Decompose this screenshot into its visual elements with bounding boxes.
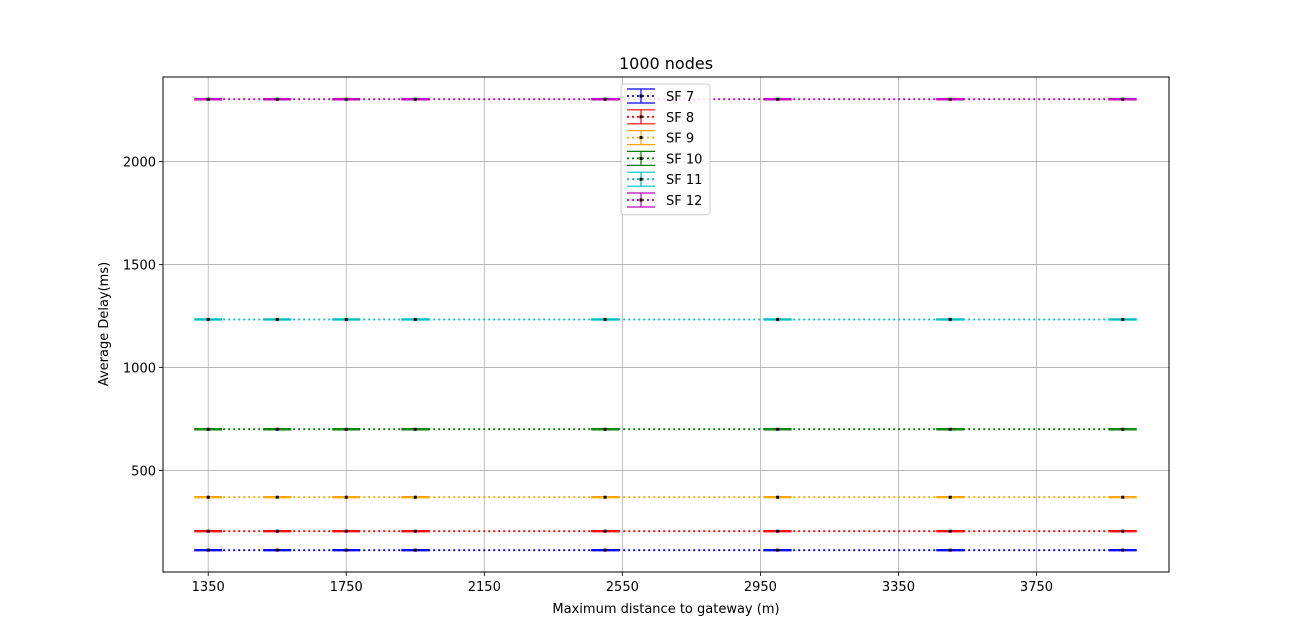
data-point [948,529,952,533]
data-point [413,317,417,321]
legend-label: SF 10 [666,152,702,167]
data-point [948,495,952,499]
data-point [206,495,210,499]
y-axis-label: Average Delay(ms) [97,262,112,386]
data-point [1121,495,1125,499]
data-point [1121,97,1125,101]
data-point [776,495,780,499]
data-point [603,427,607,431]
legend-label: SF 8 [666,111,694,126]
data-point [1121,529,1125,533]
data-point [776,427,780,431]
y-tick-label: 1500 [123,258,156,273]
data-point [413,427,417,431]
data-point [275,495,279,499]
data-point [206,97,210,101]
y-tick-label: 1000 [123,361,156,376]
data-point [275,317,279,321]
x-tick-label: 1350 [192,580,225,595]
data-point [344,495,348,499]
x-tick-label: 3750 [1020,580,1053,595]
data-point [776,317,780,321]
legend-entry: SF 8 [627,109,694,126]
data-point [206,548,210,552]
x-tick-label: 2150 [468,580,501,595]
data-point [206,317,210,321]
data-point [344,548,348,552]
series-sf-9 [194,495,1137,499]
legend-entry: SF 10 [627,150,702,167]
data-point [275,529,279,533]
ticks: 1350 1750 2150 2550 2950 3350 3750 500 1000 1500 2… [123,155,1053,595]
data-point [603,317,607,321]
data-point [948,317,952,321]
data-point [275,97,279,101]
data-point [413,529,417,533]
data-point [776,529,780,533]
plot-frame [162,76,1170,573]
data-point [603,97,607,101]
legend-entry: SF 12 [627,192,702,209]
legend-marker [639,94,643,98]
data-point [344,317,348,321]
y-tick-label: 2000 [123,155,156,170]
data-point [948,548,952,552]
legend-marker [639,136,643,140]
data-point [344,427,348,431]
x-tick-label: 3350 [882,580,915,595]
chart-title: 1000 nodes [619,54,713,73]
data-point [776,97,780,101]
legend: SF 7 SF 8 SF 9 SF 10 SF 11 SF 12 [620,83,711,216]
data-point [948,427,952,431]
series-sf-12 [194,97,1137,101]
data-point [603,548,607,552]
legend-entry: SF 11 [627,171,702,188]
series-group [194,97,1137,552]
series-sf-11 [194,317,1137,321]
data-point [275,427,279,431]
data-point [603,495,607,499]
data-point [1121,317,1125,321]
data-point [413,495,417,499]
legend-label: SF 12 [666,194,702,209]
x-tick-label: 2550 [606,580,639,595]
data-point [413,97,417,101]
legend-marker [639,198,643,202]
data-point [1121,427,1125,431]
legend-marker [639,177,643,181]
data-point [344,97,348,101]
legend-label: SF 11 [666,173,702,188]
series-sf-7 [194,548,1137,552]
data-point [344,529,348,533]
x-tick-label: 2950 [744,580,777,595]
x-tick-label: 1750 [330,580,363,595]
x-axis-label: Maximum distance to gateway (m) [552,602,779,617]
legend-entry: SF 7 [627,88,694,105]
y-tick-label: 500 [131,464,156,479]
data-point [206,427,210,431]
data-point [206,529,210,533]
data-point [413,548,417,552]
series-sf-10 [194,427,1137,431]
legend-marker [639,156,643,160]
legend-label: SF 7 [666,90,694,105]
data-point [1121,548,1125,552]
data-point [603,529,607,533]
legend-label: SF 9 [666,132,694,147]
data-point [776,548,780,552]
legend-entry: SF 9 [627,130,694,147]
series-sf-8 [194,529,1137,533]
data-point [275,548,279,552]
data-point [948,97,952,101]
legend-marker [639,115,643,119]
